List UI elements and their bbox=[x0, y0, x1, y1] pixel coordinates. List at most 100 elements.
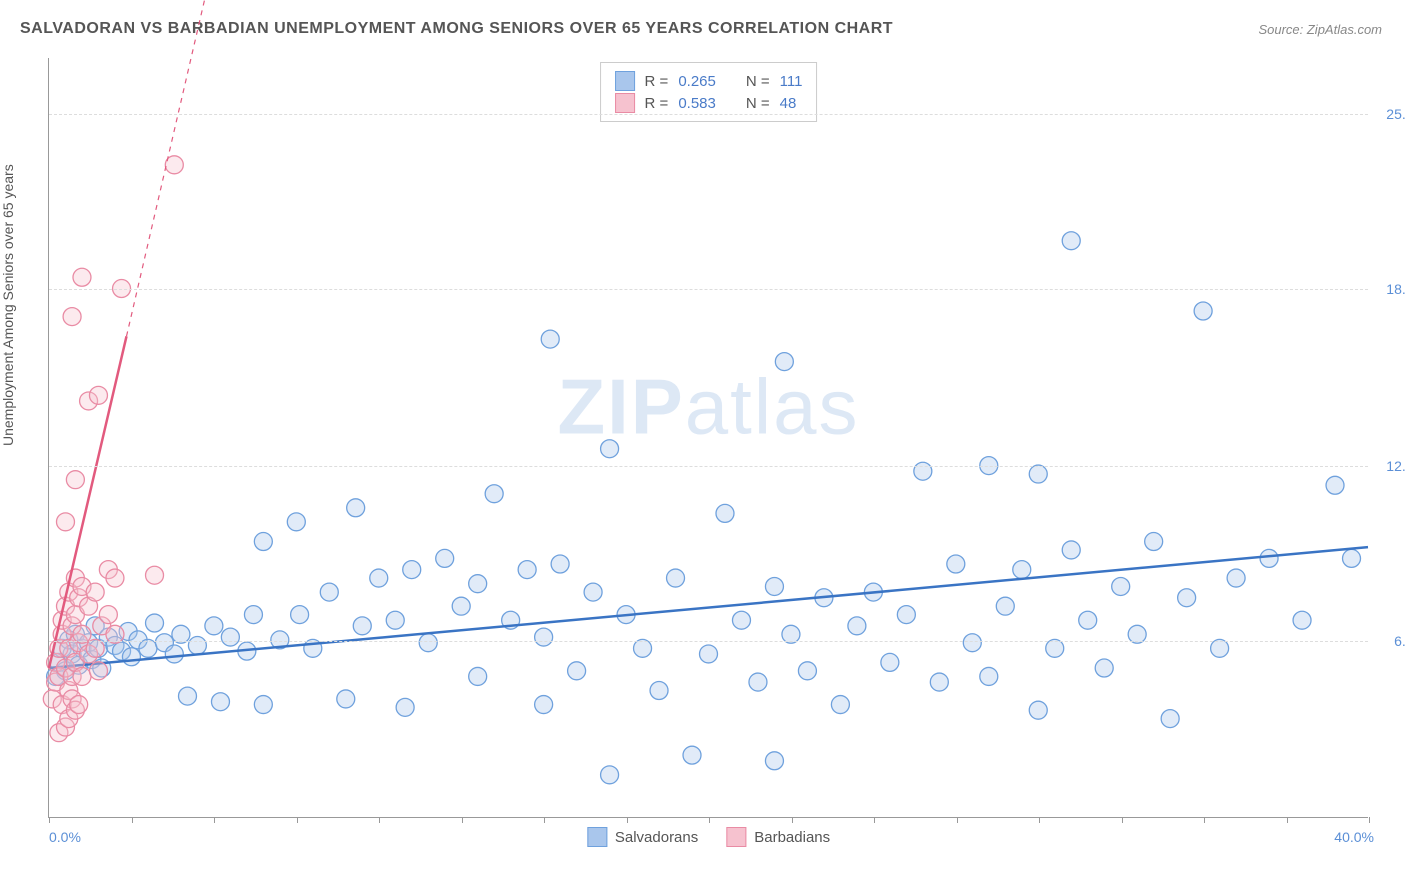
data-point bbox=[436, 549, 454, 567]
chart-title: SALVADORAN VS BARBADIAN UNEMPLOYMENT AMO… bbox=[20, 20, 893, 38]
legend-series-item: Barbadians bbox=[726, 827, 830, 847]
data-point bbox=[1227, 569, 1245, 587]
x-tick bbox=[1204, 817, 1205, 823]
data-point bbox=[1161, 710, 1179, 728]
data-point bbox=[1029, 465, 1047, 483]
data-point bbox=[1062, 541, 1080, 559]
legend-r-label: R = bbox=[645, 73, 669, 90]
data-point bbox=[73, 667, 91, 685]
data-point bbox=[86, 583, 104, 601]
data-point bbox=[469, 667, 487, 685]
data-point bbox=[469, 575, 487, 593]
data-point bbox=[291, 606, 309, 624]
x-tick bbox=[627, 817, 628, 823]
x-tick bbox=[709, 817, 710, 823]
data-point bbox=[254, 533, 272, 551]
data-point bbox=[89, 662, 107, 680]
data-point bbox=[601, 766, 619, 784]
data-point bbox=[897, 606, 915, 624]
data-point bbox=[1260, 549, 1278, 567]
data-point bbox=[1145, 533, 1163, 551]
data-point bbox=[211, 693, 229, 711]
data-point bbox=[337, 690, 355, 708]
data-point bbox=[1211, 639, 1229, 657]
data-point bbox=[320, 583, 338, 601]
data-point bbox=[930, 673, 948, 691]
y-tick-label: 18.8% bbox=[1386, 281, 1406, 297]
x-tick bbox=[874, 817, 875, 823]
legend-corr-row: R =0.265N =111 bbox=[615, 71, 803, 91]
data-point bbox=[86, 639, 104, 657]
data-point bbox=[165, 645, 183, 663]
data-point bbox=[963, 634, 981, 652]
data-point bbox=[370, 569, 388, 587]
data-point bbox=[139, 639, 157, 657]
data-point bbox=[386, 611, 404, 629]
data-point bbox=[99, 606, 117, 624]
data-point bbox=[831, 696, 849, 714]
data-point bbox=[518, 561, 536, 579]
x-tick bbox=[1369, 817, 1370, 823]
x-tick bbox=[462, 817, 463, 823]
y-axis-label: Unemployment Among Seniors over 65 years bbox=[0, 164, 16, 446]
data-point bbox=[66, 471, 84, 489]
legend-n-label: N = bbox=[746, 95, 770, 112]
data-point bbox=[244, 606, 262, 624]
data-point bbox=[551, 555, 569, 573]
data-point bbox=[765, 578, 783, 596]
data-point bbox=[146, 566, 164, 584]
y-tick-label: 6.3% bbox=[1394, 633, 1406, 649]
data-point bbox=[667, 569, 685, 587]
data-point bbox=[683, 746, 701, 764]
data-point bbox=[89, 386, 107, 404]
data-point bbox=[634, 639, 652, 657]
data-point bbox=[1194, 302, 1212, 320]
data-point bbox=[798, 662, 816, 680]
data-point bbox=[848, 617, 866, 635]
x-tick bbox=[49, 817, 50, 823]
data-point bbox=[650, 682, 668, 700]
data-point bbox=[1112, 578, 1130, 596]
data-point bbox=[56, 513, 74, 531]
legend-r-label: R = bbox=[645, 95, 669, 112]
x-tick bbox=[297, 817, 298, 823]
data-point bbox=[1095, 659, 1113, 677]
data-point bbox=[980, 667, 998, 685]
legend-series-label: Barbadians bbox=[754, 829, 830, 846]
data-point bbox=[106, 569, 124, 587]
x-tick bbox=[379, 817, 380, 823]
data-point bbox=[749, 673, 767, 691]
data-point bbox=[535, 696, 553, 714]
series-legend: Salvadorans Barbadians bbox=[587, 827, 830, 847]
legend-n-value: 48 bbox=[780, 95, 797, 112]
data-point bbox=[485, 485, 503, 503]
gridline bbox=[49, 289, 1368, 290]
gridline bbox=[49, 466, 1368, 467]
legend-series-item: Salvadorans bbox=[587, 827, 698, 847]
data-point bbox=[419, 634, 437, 652]
data-point bbox=[584, 583, 602, 601]
data-point bbox=[700, 645, 718, 663]
data-point bbox=[1326, 476, 1344, 494]
data-point bbox=[1343, 549, 1361, 567]
gridline bbox=[49, 114, 1368, 115]
data-point bbox=[188, 637, 206, 655]
legend-swatch bbox=[615, 71, 635, 91]
data-point bbox=[146, 614, 164, 632]
legend-swatch bbox=[615, 93, 635, 113]
data-point bbox=[765, 752, 783, 770]
data-point bbox=[347, 499, 365, 517]
data-point bbox=[179, 687, 197, 705]
x-tick bbox=[1039, 817, 1040, 823]
plot-area: ZIPatlas R =0.265N =111R =0.583N =48 0.0… bbox=[48, 58, 1368, 818]
data-point bbox=[221, 628, 239, 646]
legend-r-value: 0.265 bbox=[678, 73, 716, 90]
data-point bbox=[732, 611, 750, 629]
data-point bbox=[1062, 232, 1080, 250]
data-point bbox=[881, 653, 899, 671]
data-point bbox=[452, 597, 470, 615]
data-point bbox=[535, 628, 553, 646]
x-tick bbox=[544, 817, 545, 823]
correlation-legend: R =0.265N =111R =0.583N =48 bbox=[600, 62, 818, 122]
data-point bbox=[1079, 611, 1097, 629]
